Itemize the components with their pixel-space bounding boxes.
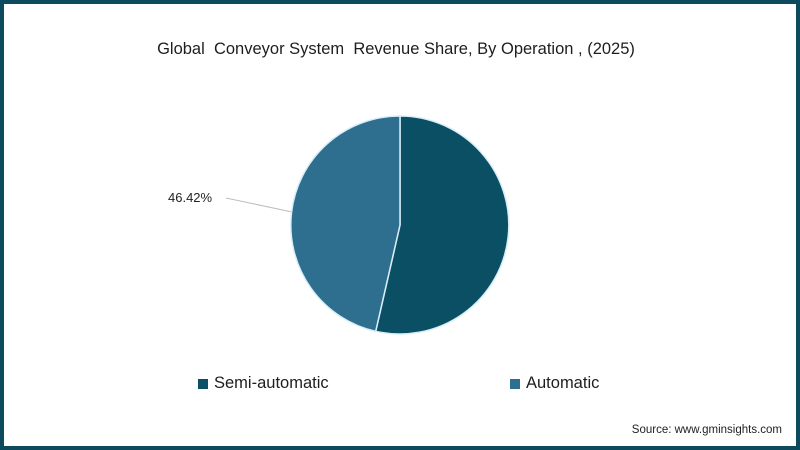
- leader-line: [225, 197, 293, 213]
- source-credit: Source: www.gminsights.com: [631, 424, 782, 436]
- legend-swatch-icon: [198, 378, 208, 389]
- legend-swatch-icon: [510, 378, 520, 389]
- legend-item-automatic[interactable]: Automatic: [510, 374, 599, 393]
- legend-label: Semi-automatic: [214, 374, 329, 392]
- chart-title: Global Conveyor System Revenue Share, By…: [157, 40, 635, 58]
- legend-item-semi-automatic[interactable]: Semi-automatic: [198, 374, 329, 393]
- slice-automatic[interactable]: [290, 115, 401, 333]
- data-label-automatic: 46.42%: [168, 190, 213, 205]
- legend-label: Automatic: [526, 374, 600, 392]
- slice-semi-automatic[interactable]: [374, 115, 510, 335]
